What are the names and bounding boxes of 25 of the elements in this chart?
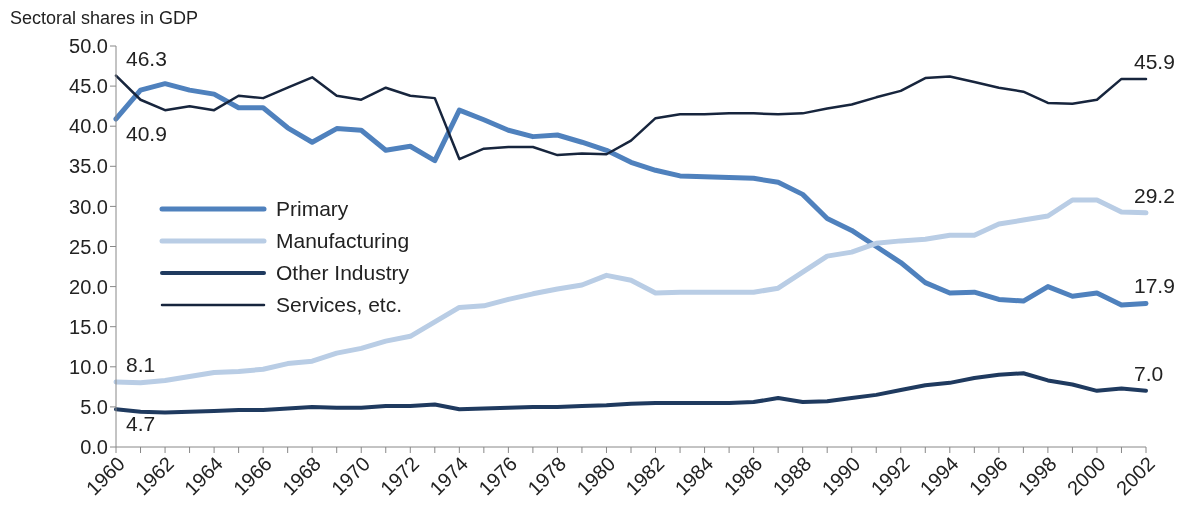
data-label: 40.9 xyxy=(126,121,167,145)
data-label: 17.9 xyxy=(1134,274,1175,298)
y-tick-label: 40.0 xyxy=(69,115,108,138)
y-tick-label: 25.0 xyxy=(69,235,108,258)
legend-label: Manufacturing xyxy=(276,229,410,253)
data-label: 46.3 xyxy=(126,46,167,70)
y-tick-label: 15.0 xyxy=(69,315,108,338)
data-label: 45.9 xyxy=(1134,49,1175,73)
data-label: 29.2 xyxy=(1134,183,1175,207)
data-label: 8.1 xyxy=(126,353,156,377)
y-tick-label: 5.0 xyxy=(80,396,108,418)
legend-label: Services, etc. xyxy=(276,293,403,317)
legend-label: Primary xyxy=(276,197,349,221)
legend-label: Other Industry xyxy=(276,261,410,285)
y-tick-label: 30.0 xyxy=(69,195,108,218)
y-tick-label: 20.0 xyxy=(69,275,108,298)
line-series xyxy=(114,74,1148,161)
data-label: 7.0 xyxy=(1134,361,1164,385)
chart-title: Sectoral shares in GDP xyxy=(10,8,199,29)
y-tick-label: 0.0 xyxy=(80,436,108,459)
y-tick-label: 10.0 xyxy=(69,355,108,378)
y-tick-label: 50.0 xyxy=(69,35,108,58)
y-tick-label: 35.0 xyxy=(69,155,108,178)
data-label: 4.7 xyxy=(126,412,156,436)
y-tick-label: 45.0 xyxy=(69,75,108,98)
